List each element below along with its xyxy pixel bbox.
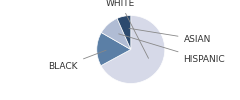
Wedge shape (101, 16, 165, 84)
Text: ASIAN: ASIAN (129, 28, 211, 44)
Wedge shape (101, 18, 131, 50)
Wedge shape (117, 16, 131, 50)
Text: BLACK: BLACK (48, 50, 106, 71)
Text: HISPANIC: HISPANIC (119, 34, 225, 64)
Wedge shape (97, 33, 131, 66)
Text: WHITE: WHITE (106, 0, 149, 58)
